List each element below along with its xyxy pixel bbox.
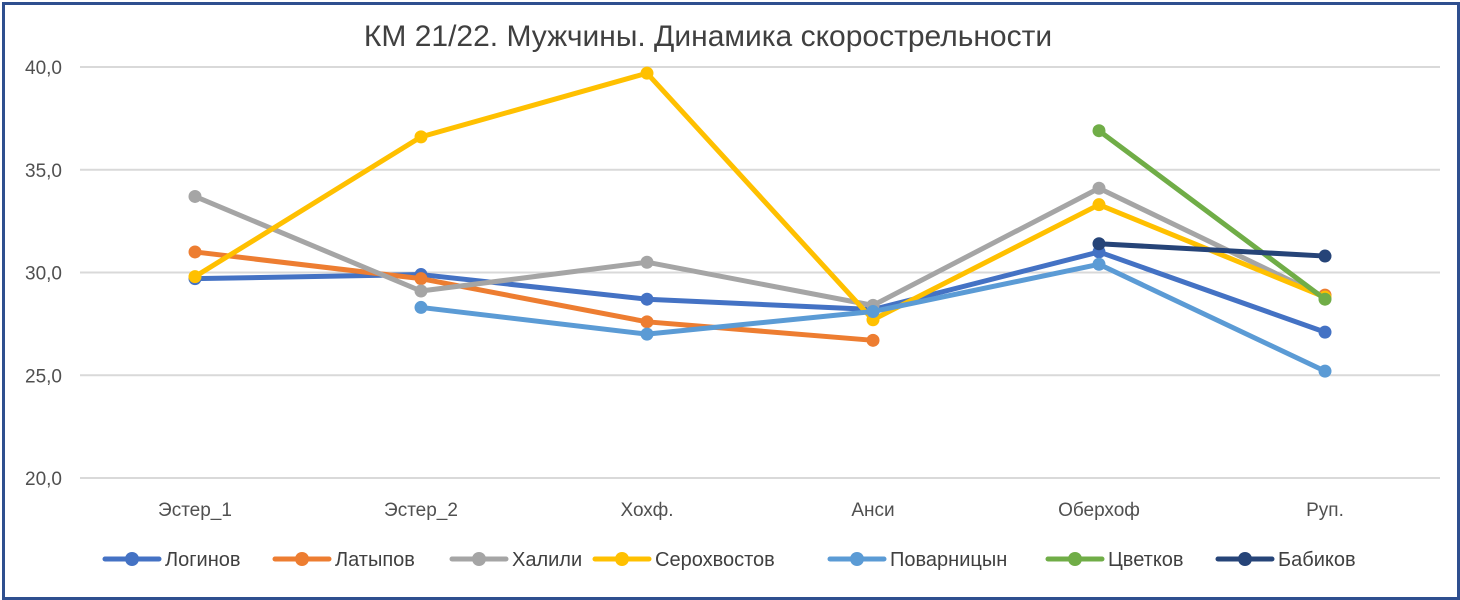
series-line bbox=[192, 249, 876, 343]
data-point bbox=[1318, 364, 1332, 378]
legend: Логинов Латыпов Халили Серохвостов Поварницы… bbox=[102, 549, 1356, 571]
x-tick-label: Анси bbox=[851, 500, 894, 521]
legend-label: Латыпов bbox=[335, 549, 415, 571]
data-point bbox=[188, 270, 202, 284]
y-tick-label: 25,0 bbox=[25, 366, 62, 387]
legend-swatch-marker bbox=[850, 552, 864, 566]
y-tick-label: 30,0 bbox=[25, 264, 62, 285]
x-tick-label: Эстер_1 bbox=[158, 500, 232, 521]
series-line bbox=[192, 185, 1328, 308]
data-point bbox=[640, 327, 654, 341]
x-axis: Эстер_1 Эстер_2 Хохф. Анси Оберхоф Руп. bbox=[158, 500, 1344, 521]
series-line bbox=[1096, 241, 1328, 259]
data-point bbox=[866, 333, 880, 347]
data-point bbox=[640, 255, 654, 269]
data-point bbox=[1092, 124, 1106, 138]
x-tick-label: Руп. bbox=[1306, 500, 1344, 521]
data-point bbox=[1318, 249, 1332, 263]
legend-label: Цветков bbox=[1108, 549, 1184, 571]
chart-title: КМ 21/22. Мужчины. Динамика скорострельн… bbox=[364, 20, 1052, 53]
x-tick-label: Эстер_2 bbox=[384, 500, 458, 521]
legend-item: Логинов bbox=[102, 549, 241, 571]
y-tick-label: 40,0 bbox=[25, 58, 62, 79]
series-3 bbox=[188, 181, 1332, 312]
data-point bbox=[640, 315, 654, 329]
legend-item: Бабиков bbox=[1215, 549, 1356, 571]
y-tick-label: 35,0 bbox=[25, 161, 62, 182]
series-4 bbox=[188, 66, 1332, 327]
legend-swatch-marker bbox=[295, 552, 309, 566]
data-point bbox=[640, 292, 654, 306]
legend-item: Халили bbox=[449, 549, 582, 571]
data-point bbox=[188, 245, 202, 259]
x-tick-label: Хохф. bbox=[620, 500, 673, 521]
legend-swatch-marker bbox=[1238, 552, 1252, 566]
series-5 bbox=[414, 257, 1332, 378]
data-point bbox=[866, 305, 880, 319]
series-2 bbox=[188, 245, 1332, 347]
data-point bbox=[1318, 292, 1332, 306]
data-point bbox=[414, 272, 428, 286]
data-point bbox=[414, 300, 428, 314]
legend-swatch-marker bbox=[615, 552, 629, 566]
legend-label: Логинов bbox=[165, 549, 241, 571]
legend-label: Серохвостов bbox=[655, 549, 775, 571]
y-axis: 20,0 25,0 30,0 35,0 40,0 bbox=[25, 58, 62, 490]
legend-item: Латыпов bbox=[272, 549, 415, 571]
legend-label: Поварницын bbox=[890, 549, 1007, 571]
data-point bbox=[640, 66, 654, 80]
data-point bbox=[1092, 257, 1106, 271]
series-7 bbox=[1092, 237, 1332, 263]
data-point bbox=[414, 284, 428, 298]
data-point bbox=[414, 130, 428, 144]
series-line bbox=[1096, 128, 1328, 302]
data-point bbox=[1092, 237, 1106, 251]
x-tick-label: Оберхоф bbox=[1058, 500, 1140, 521]
y-tick-label: 20,0 bbox=[25, 469, 62, 490]
grid-lines bbox=[80, 66, 1440, 479]
series-line bbox=[192, 70, 1328, 323]
legend-swatch-marker bbox=[1068, 552, 1082, 566]
legend-label: Халили bbox=[512, 549, 582, 571]
legend-item: Цветков bbox=[1045, 549, 1184, 571]
legend-label: Бабиков bbox=[1278, 549, 1356, 571]
legend-item: Серохвостов bbox=[592, 549, 775, 571]
data-point bbox=[1318, 325, 1332, 339]
data-point bbox=[188, 189, 202, 203]
data-point bbox=[1092, 198, 1106, 212]
series-group bbox=[188, 66, 1332, 378]
series-6 bbox=[1092, 124, 1332, 306]
legend-swatch-marker bbox=[472, 552, 486, 566]
legend-swatch-marker bbox=[125, 552, 139, 566]
legend-item: Поварницын bbox=[827, 549, 1007, 571]
data-point bbox=[1092, 181, 1106, 195]
